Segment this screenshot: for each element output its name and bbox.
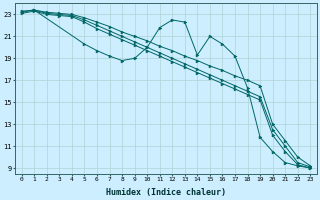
X-axis label: Humidex (Indice chaleur): Humidex (Indice chaleur): [106, 188, 226, 197]
